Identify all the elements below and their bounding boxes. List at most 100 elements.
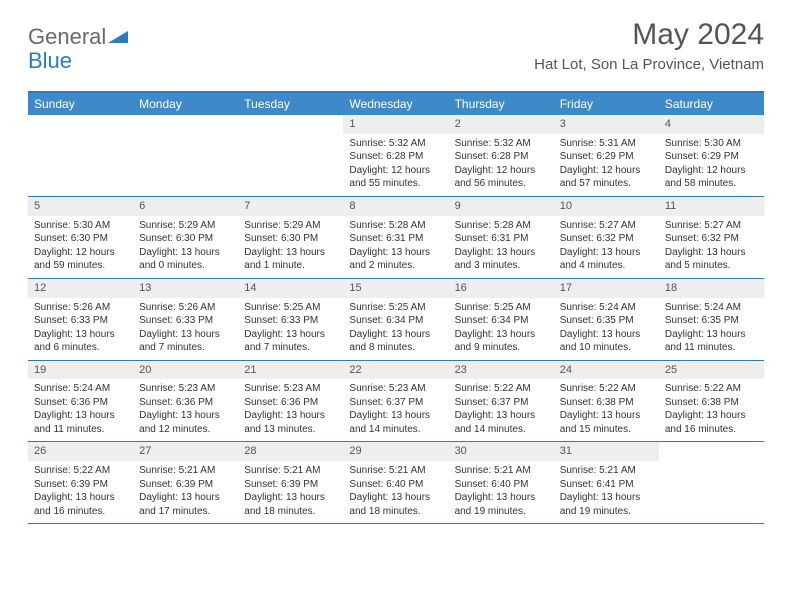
day-number: 10 <box>554 197 659 216</box>
day-cell: 25Sunrise: 5:22 AMSunset: 6:38 PMDayligh… <box>659 361 764 442</box>
daylight-text: Daylight: 13 hours and 11 minutes. <box>34 409 127 436</box>
title-block: May 2024 Hat Lot, Son La Province, Vietn… <box>534 18 764 73</box>
sunset-text: Sunset: 6:39 PM <box>139 478 232 492</box>
logo-triangle-icon <box>108 29 130 45</box>
calendar: SundayMondayTuesdayWednesdayThursdayFrid… <box>28 91 764 524</box>
sunrise-text: Sunrise: 5:22 AM <box>34 464 127 478</box>
weekday-sunday: Sunday <box>28 93 133 115</box>
daylight-text: Daylight: 13 hours and 2 minutes. <box>349 246 442 273</box>
sunset-text: Sunset: 6:40 PM <box>455 478 548 492</box>
day-cell: 16Sunrise: 5:25 AMSunset: 6:34 PMDayligh… <box>449 279 554 360</box>
logo-text-blue: Blue <box>28 48 72 74</box>
day-cell: 18Sunrise: 5:24 AMSunset: 6:35 PMDayligh… <box>659 279 764 360</box>
sunset-text: Sunset: 6:34 PM <box>349 314 442 328</box>
sunset-text: Sunset: 6:39 PM <box>34 478 127 492</box>
daylight-text: Daylight: 13 hours and 1 minute. <box>244 246 337 273</box>
day-cell: 29Sunrise: 5:21 AMSunset: 6:40 PMDayligh… <box>343 442 448 523</box>
daylight-text: Daylight: 13 hours and 16 minutes. <box>665 409 758 436</box>
sunset-text: Sunset: 6:36 PM <box>244 396 337 410</box>
week-row: 1Sunrise: 5:32 AMSunset: 6:28 PMDaylight… <box>28 115 764 197</box>
weekday-tuesday: Tuesday <box>238 93 343 115</box>
day-number: 21 <box>238 361 343 380</box>
day-body: Sunrise: 5:27 AMSunset: 6:32 PMDaylight:… <box>554 216 659 278</box>
sunrise-text: Sunrise: 5:27 AM <box>560 219 653 233</box>
weekday-row: SundayMondayTuesdayWednesdayThursdayFrid… <box>28 93 764 115</box>
day-cell: 12Sunrise: 5:26 AMSunset: 6:33 PMDayligh… <box>28 279 133 360</box>
sunset-text: Sunset: 6:34 PM <box>455 314 548 328</box>
day-number: 24 <box>554 361 659 380</box>
day-body: Sunrise: 5:24 AMSunset: 6:35 PMDaylight:… <box>554 298 659 360</box>
day-number: 13 <box>133 279 238 298</box>
daylight-text: Daylight: 13 hours and 14 minutes. <box>349 409 442 436</box>
day-cell: 20Sunrise: 5:23 AMSunset: 6:36 PMDayligh… <box>133 361 238 442</box>
weekday-monday: Monday <box>133 93 238 115</box>
sunset-text: Sunset: 6:29 PM <box>665 150 758 164</box>
daylight-text: Daylight: 12 hours and 58 minutes. <box>665 164 758 191</box>
sunrise-text: Sunrise: 5:24 AM <box>34 382 127 396</box>
week-row: 12Sunrise: 5:26 AMSunset: 6:33 PMDayligh… <box>28 279 764 361</box>
sunrise-text: Sunrise: 5:29 AM <box>139 219 232 233</box>
day-number: 3 <box>554 115 659 134</box>
day-number: 8 <box>343 197 448 216</box>
sunrise-text: Sunrise: 5:30 AM <box>34 219 127 233</box>
day-cell: 14Sunrise: 5:25 AMSunset: 6:33 PMDayligh… <box>238 279 343 360</box>
day-body: Sunrise: 5:22 AMSunset: 6:38 PMDaylight:… <box>659 379 764 441</box>
logo-text-general: General <box>28 24 106 50</box>
day-body: Sunrise: 5:22 AMSunset: 6:39 PMDaylight:… <box>28 461 133 523</box>
sunrise-text: Sunrise: 5:27 AM <box>665 219 758 233</box>
day-cell: 10Sunrise: 5:27 AMSunset: 6:32 PMDayligh… <box>554 197 659 278</box>
day-body: Sunrise: 5:22 AMSunset: 6:37 PMDaylight:… <box>449 379 554 441</box>
sunrise-text: Sunrise: 5:23 AM <box>349 382 442 396</box>
sunset-text: Sunset: 6:32 PM <box>560 232 653 246</box>
sunset-text: Sunset: 6:30 PM <box>34 232 127 246</box>
week-row: 26Sunrise: 5:22 AMSunset: 6:39 PMDayligh… <box>28 442 764 524</box>
sunrise-text: Sunrise: 5:32 AM <box>349 137 442 151</box>
daylight-text: Daylight: 13 hours and 7 minutes. <box>139 328 232 355</box>
day-number: 2 <box>449 115 554 134</box>
day-body: Sunrise: 5:21 AMSunset: 6:40 PMDaylight:… <box>343 461 448 523</box>
daylight-text: Daylight: 13 hours and 12 minutes. <box>139 409 232 436</box>
day-number: 4 <box>659 115 764 134</box>
header: General May 2024 Hat Lot, Son La Provinc… <box>0 0 792 81</box>
day-body: Sunrise: 5:22 AMSunset: 6:38 PMDaylight:… <box>554 379 659 441</box>
sunrise-text: Sunrise: 5:29 AM <box>244 219 337 233</box>
day-body: Sunrise: 5:25 AMSunset: 6:34 PMDaylight:… <box>343 298 448 360</box>
daylight-text: Daylight: 13 hours and 14 minutes. <box>455 409 548 436</box>
daylight-text: Daylight: 13 hours and 7 minutes. <box>244 328 337 355</box>
day-cell: 4Sunrise: 5:30 AMSunset: 6:29 PMDaylight… <box>659 115 764 196</box>
sunrise-text: Sunrise: 5:22 AM <box>455 382 548 396</box>
daylight-text: Daylight: 13 hours and 18 minutes. <box>349 491 442 518</box>
day-number: 19 <box>28 361 133 380</box>
daylight-text: Daylight: 13 hours and 4 minutes. <box>560 246 653 273</box>
weekday-wednesday: Wednesday <box>343 93 448 115</box>
day-body: Sunrise: 5:24 AMSunset: 6:36 PMDaylight:… <box>28 379 133 441</box>
daylight-text: Daylight: 13 hours and 0 minutes. <box>139 246 232 273</box>
day-number: 11 <box>659 197 764 216</box>
day-cell: 19Sunrise: 5:24 AMSunset: 6:36 PMDayligh… <box>28 361 133 442</box>
day-cell: 27Sunrise: 5:21 AMSunset: 6:39 PMDayligh… <box>133 442 238 523</box>
day-cell <box>238 115 343 196</box>
day-body: Sunrise: 5:25 AMSunset: 6:34 PMDaylight:… <box>449 298 554 360</box>
sunset-text: Sunset: 6:30 PM <box>244 232 337 246</box>
day-number: 27 <box>133 442 238 461</box>
weekday-thursday: Thursday <box>449 93 554 115</box>
weekday-friday: Friday <box>554 93 659 115</box>
day-body: Sunrise: 5:26 AMSunset: 6:33 PMDaylight:… <box>28 298 133 360</box>
day-body: Sunrise: 5:29 AMSunset: 6:30 PMDaylight:… <box>238 216 343 278</box>
day-body: Sunrise: 5:21 AMSunset: 6:40 PMDaylight:… <box>449 461 554 523</box>
day-cell: 3Sunrise: 5:31 AMSunset: 6:29 PMDaylight… <box>554 115 659 196</box>
day-number: 16 <box>449 279 554 298</box>
sunrise-text: Sunrise: 5:28 AM <box>349 219 442 233</box>
day-body: Sunrise: 5:23 AMSunset: 6:37 PMDaylight:… <box>343 379 448 441</box>
day-body: Sunrise: 5:28 AMSunset: 6:31 PMDaylight:… <box>343 216 448 278</box>
location: Hat Lot, Son La Province, Vietnam <box>534 56 764 73</box>
day-cell: 15Sunrise: 5:25 AMSunset: 6:34 PMDayligh… <box>343 279 448 360</box>
day-number: 9 <box>449 197 554 216</box>
day-cell: 1Sunrise: 5:32 AMSunset: 6:28 PMDaylight… <box>343 115 448 196</box>
daylight-text: Daylight: 13 hours and 9 minutes. <box>455 328 548 355</box>
sunset-text: Sunset: 6:33 PM <box>139 314 232 328</box>
daylight-text: Daylight: 12 hours and 57 minutes. <box>560 164 653 191</box>
daylight-text: Daylight: 13 hours and 19 minutes. <box>560 491 653 518</box>
sunrise-text: Sunrise: 5:24 AM <box>560 301 653 315</box>
sunrise-text: Sunrise: 5:31 AM <box>560 137 653 151</box>
